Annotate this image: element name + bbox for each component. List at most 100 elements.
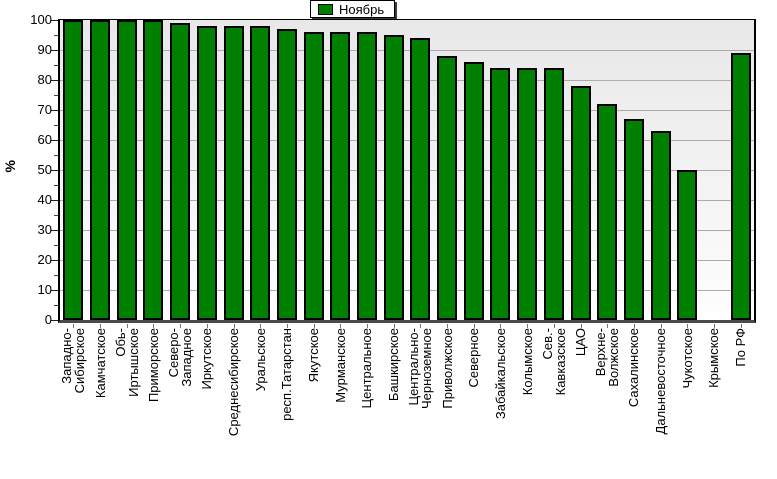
y-tick-label: 30 [37, 222, 52, 237]
x-axis-tick [126, 324, 128, 328]
y-axis-tick [51, 260, 58, 261]
bar-Башкирское [383, 35, 404, 320]
bar-Колымское [517, 68, 538, 320]
x-axis-tick [420, 324, 422, 328]
x-axis-label: Камчатское [92, 328, 108, 399]
x-axis-label: Колымское [519, 328, 535, 396]
x-axis-tick [340, 324, 342, 328]
x-axis-tick [447, 324, 449, 328]
x-axis-tick [740, 324, 742, 328]
gridline [60, 200, 754, 201]
x-axis-label: Приволжское [439, 328, 455, 409]
y-axis-tick [51, 320, 58, 321]
bar-Северное [463, 62, 484, 320]
x-axis-label: По РФ [733, 328, 749, 367]
gridline [60, 80, 754, 81]
x-axis-tick [366, 324, 368, 328]
x-axis-label: Уральское [252, 328, 268, 392]
x-axis-tick [633, 324, 635, 328]
bar-Центрально-Черноземное [410, 38, 431, 320]
gridline [60, 290, 754, 291]
y-axis-minor-tick [54, 35, 58, 36]
y-tick-label: 0 [44, 312, 52, 327]
x-axis-label: ЦАО [573, 328, 588, 357]
y-axis-tick [51, 200, 58, 201]
x-axis-label: Северное [466, 328, 482, 388]
y-axis-tick [51, 140, 58, 141]
y-axis-tick [51, 110, 58, 111]
x-axis-tick [286, 324, 288, 328]
y-axis-minor-tick [54, 305, 58, 306]
x-axis-label: Башкирское [386, 328, 402, 402]
x-axis-tick [473, 324, 475, 328]
x-axis-label: респ.Татарстан [279, 328, 295, 421]
x-axis-tick [527, 324, 529, 328]
x-axis-label: Обь- Иртышское [112, 328, 141, 397]
y-axis-tick [51, 50, 58, 51]
bar-ЦАО [570, 86, 591, 320]
y-tick-label: 90 [37, 42, 52, 57]
x-axis-tick [393, 324, 395, 328]
gridline [60, 140, 754, 141]
bar-Среднесибирское [223, 26, 244, 320]
y-tick-label: 80 [37, 72, 52, 87]
x-axis-label: Верхне- Волжское [593, 328, 622, 387]
gridline [60, 50, 754, 51]
y-axis-tick [51, 80, 58, 81]
bar-Якутское [303, 32, 324, 320]
gridline [60, 110, 754, 111]
x-axis-label: Центрально- Черноземное [406, 328, 435, 410]
gridline [60, 170, 754, 171]
y-axis-minor-tick [54, 155, 58, 156]
x-axis-tick [660, 324, 662, 328]
chart-legend: Ноябрь [310, 0, 396, 18]
x-axis-label: Сев.- Кавказское [539, 328, 568, 396]
x-axis-tick [607, 324, 609, 328]
x-axis-tick [206, 324, 208, 328]
y-tick-label: 20 [37, 252, 52, 267]
x-axis-label: Западно- Сибирское [59, 328, 88, 394]
y-axis-tick [51, 170, 58, 171]
bar-Мурманское [330, 32, 351, 320]
x-axis-label: Забайкальское [492, 328, 508, 420]
x-axis-tick [233, 324, 235, 328]
bar-Верхне-Волжское [597, 104, 618, 320]
x-axis-tick [153, 324, 155, 328]
x-axis-tick [500, 324, 502, 328]
gridline [60, 260, 754, 261]
bar-Уральское [250, 26, 271, 320]
y-tick-label: 10 [37, 282, 52, 297]
gridline [60, 230, 754, 231]
x-axis-tick [260, 324, 262, 328]
x-axis-label: Иркутское [199, 328, 215, 390]
bar-Обь-Иртышское [116, 20, 137, 320]
y-axis-minor-tick [54, 65, 58, 66]
y-axis-minor-tick [54, 245, 58, 246]
bar-Дальневосточное [650, 131, 671, 320]
bar-Западно-Сибирское [63, 20, 84, 320]
x-axis-tick [713, 324, 715, 328]
x-axis-label: Мурманское [332, 328, 348, 403]
x-axis-tick [553, 324, 555, 328]
x-axis-tick [580, 324, 582, 328]
legend-label: Ноябрь [339, 1, 385, 17]
y-axis-minor-tick [54, 95, 58, 96]
x-axis-tick [313, 324, 315, 328]
y-axis-minor-tick [54, 125, 58, 126]
x-axis-label: Северо- Западное [166, 328, 195, 387]
x-axis-label: Крымское [706, 328, 722, 388]
y-tick-label: 40 [37, 192, 52, 207]
bar-Центральное [356, 32, 377, 320]
y-axis-minor-tick [54, 215, 58, 216]
x-axis-tick [73, 324, 75, 328]
bar-Чукотское [677, 170, 698, 320]
y-tick-label: 50 [37, 162, 52, 177]
x-axis-tick [100, 324, 102, 328]
bar-Приволжское [437, 56, 458, 320]
x-axis-tick [687, 324, 689, 328]
x-axis-label: Приморское [145, 328, 161, 403]
bar-Северо-Западное [170, 23, 191, 320]
bar-Сев.-Кавказское [543, 68, 564, 320]
x-axis-label: Центральное [359, 328, 375, 409]
